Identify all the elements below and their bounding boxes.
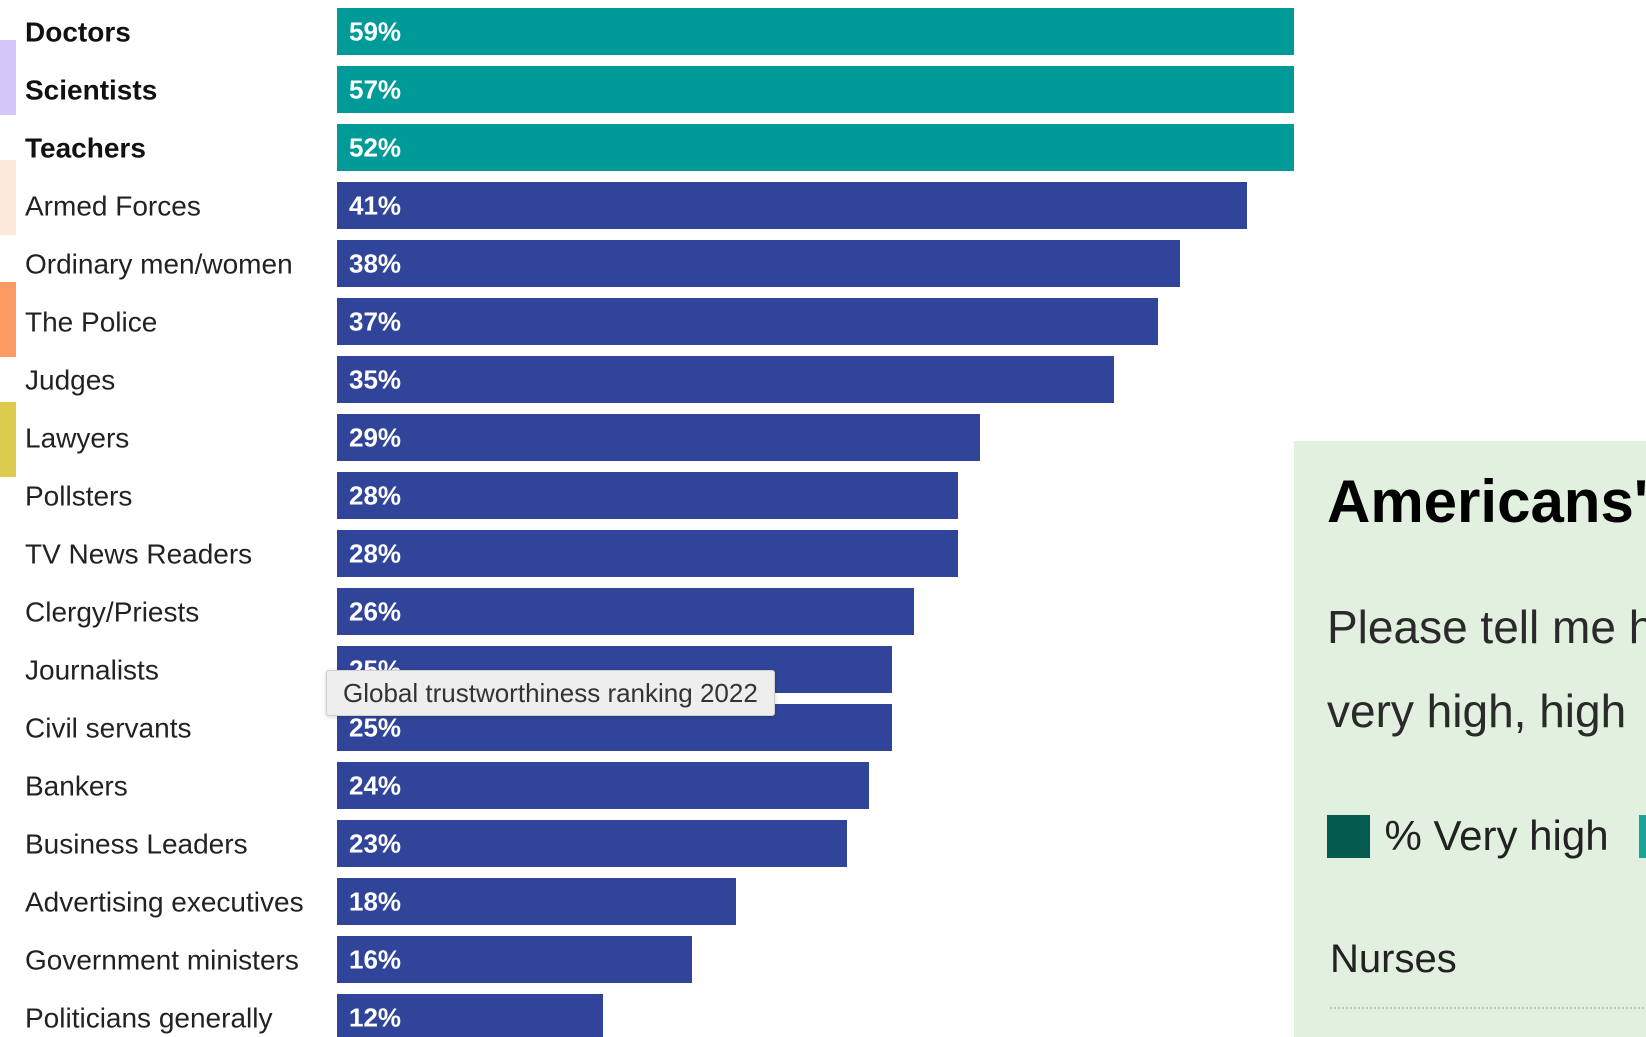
category-label-lawyers: Lawyers xyxy=(25,423,129,454)
bar-doctors[interactable] xyxy=(337,8,1294,55)
bar-scientists[interactable] xyxy=(337,66,1294,113)
accent-strip-lavender xyxy=(0,40,16,115)
bar-lawyers[interactable] xyxy=(337,414,980,461)
bars-layer: 59%57%52%41%38%37%35%29%28%28%26%25%25%2… xyxy=(337,8,1294,1037)
category-label-advertising-executives: Advertising executives xyxy=(25,887,304,918)
bar-teachers[interactable] xyxy=(337,124,1294,171)
side-panel: Americans' Please tell me h very high, h… xyxy=(1294,441,1646,1037)
legend-swatch-secondary xyxy=(1639,814,1646,858)
category-label-politicians-generally: Politicians generally xyxy=(25,1003,272,1034)
category-label-journalists: Journalists xyxy=(25,655,159,686)
category-label-clergy-priests: Clergy/Priests xyxy=(25,597,199,628)
value-label-business-leaders: 23% xyxy=(349,829,401,859)
value-label-judges: 35% xyxy=(349,365,401,395)
bar-government-ministers[interactable] xyxy=(337,936,692,983)
panel-legend: % Very high xyxy=(1327,812,1646,859)
category-label-scientists: Scientists xyxy=(25,75,157,106)
value-label-pollsters: 28% xyxy=(349,481,401,511)
category-label-civil-servants: Civil servants xyxy=(25,713,191,744)
value-label-government-ministers: 16% xyxy=(349,945,401,975)
bar-pollsters[interactable] xyxy=(337,472,958,519)
bar-the-police[interactable] xyxy=(337,298,1158,345)
category-label-teachers: Teachers xyxy=(25,133,146,164)
panel-subtitle-line-1: Please tell me h xyxy=(1327,601,1646,653)
panel-row-divider xyxy=(1330,1007,1646,1009)
accent-strip-peach xyxy=(0,160,16,235)
bar-tv-news-readers[interactable] xyxy=(337,530,958,577)
bar-advertising-executives[interactable] xyxy=(337,878,736,925)
accent-strip-yellow xyxy=(0,402,16,477)
value-label-civil-servants: 25% xyxy=(349,713,401,743)
category-label-doctors: Doctors xyxy=(25,17,131,48)
legend-label-very-high: % Very high xyxy=(1384,812,1609,859)
accent-strip-orange xyxy=(0,282,16,357)
category-label-business-leaders: Business Leaders xyxy=(25,829,248,860)
value-label-the-police: 37% xyxy=(349,307,401,337)
panel-subtitle-line-2: very high, high xyxy=(1327,685,1627,737)
value-label-doctors: 59% xyxy=(349,17,401,47)
value-label-armed-forces: 41% xyxy=(349,191,401,221)
panel-row-label: Nurses xyxy=(1330,937,1457,981)
value-label-tv-news-readers: 28% xyxy=(349,539,401,569)
bar-clergy-priests[interactable] xyxy=(337,588,914,635)
category-label-the-police: The Police xyxy=(25,307,157,338)
panel-subtitle: Please tell me h very high, high xyxy=(1327,585,1646,753)
category-label-judges: Judges xyxy=(25,365,115,396)
bar-business-leaders[interactable] xyxy=(337,820,847,867)
category-label-pollsters: Pollsters xyxy=(25,481,132,512)
trust-bar-chart: 59%57%52%41%38%37%35%29%28%28%26%25%25%2… xyxy=(25,8,1294,1037)
bar-politicians-generally[interactable] xyxy=(337,994,603,1037)
chart-tooltip: Global trustworthiness ranking 2022 xyxy=(326,670,775,716)
category-label-tv-news-readers: TV News Readers xyxy=(25,539,252,570)
bar-ordinary-men-women[interactable] xyxy=(337,240,1180,287)
value-label-teachers: 52% xyxy=(349,133,401,163)
panel-title: Americans' xyxy=(1327,468,1646,535)
category-label-government-ministers: Government ministers xyxy=(25,945,299,976)
value-label-scientists: 57% xyxy=(349,75,401,105)
value-label-lawyers: 29% xyxy=(349,423,401,453)
legend-swatch-very-high xyxy=(1327,814,1370,858)
category-label-armed-forces: Armed Forces xyxy=(25,191,201,222)
value-label-politicians-generally: 12% xyxy=(349,1003,401,1033)
value-label-clergy-priests: 26% xyxy=(349,597,401,627)
category-label-ordinary-men-women: Ordinary men/women xyxy=(25,249,293,280)
category-label-bankers: Bankers xyxy=(25,771,128,802)
category-labels-layer: Doctors Scientists Teachers Armed Forces Ord… xyxy=(25,17,304,1034)
value-label-bankers: 24% xyxy=(349,771,401,801)
value-label-advertising-executives: 18% xyxy=(349,887,401,917)
bar-bankers[interactable] xyxy=(337,762,869,809)
value-label-ordinary-men-women: 38% xyxy=(349,249,401,279)
bar-armed-forces[interactable] xyxy=(337,182,1247,229)
bar-judges[interactable] xyxy=(337,356,1114,403)
